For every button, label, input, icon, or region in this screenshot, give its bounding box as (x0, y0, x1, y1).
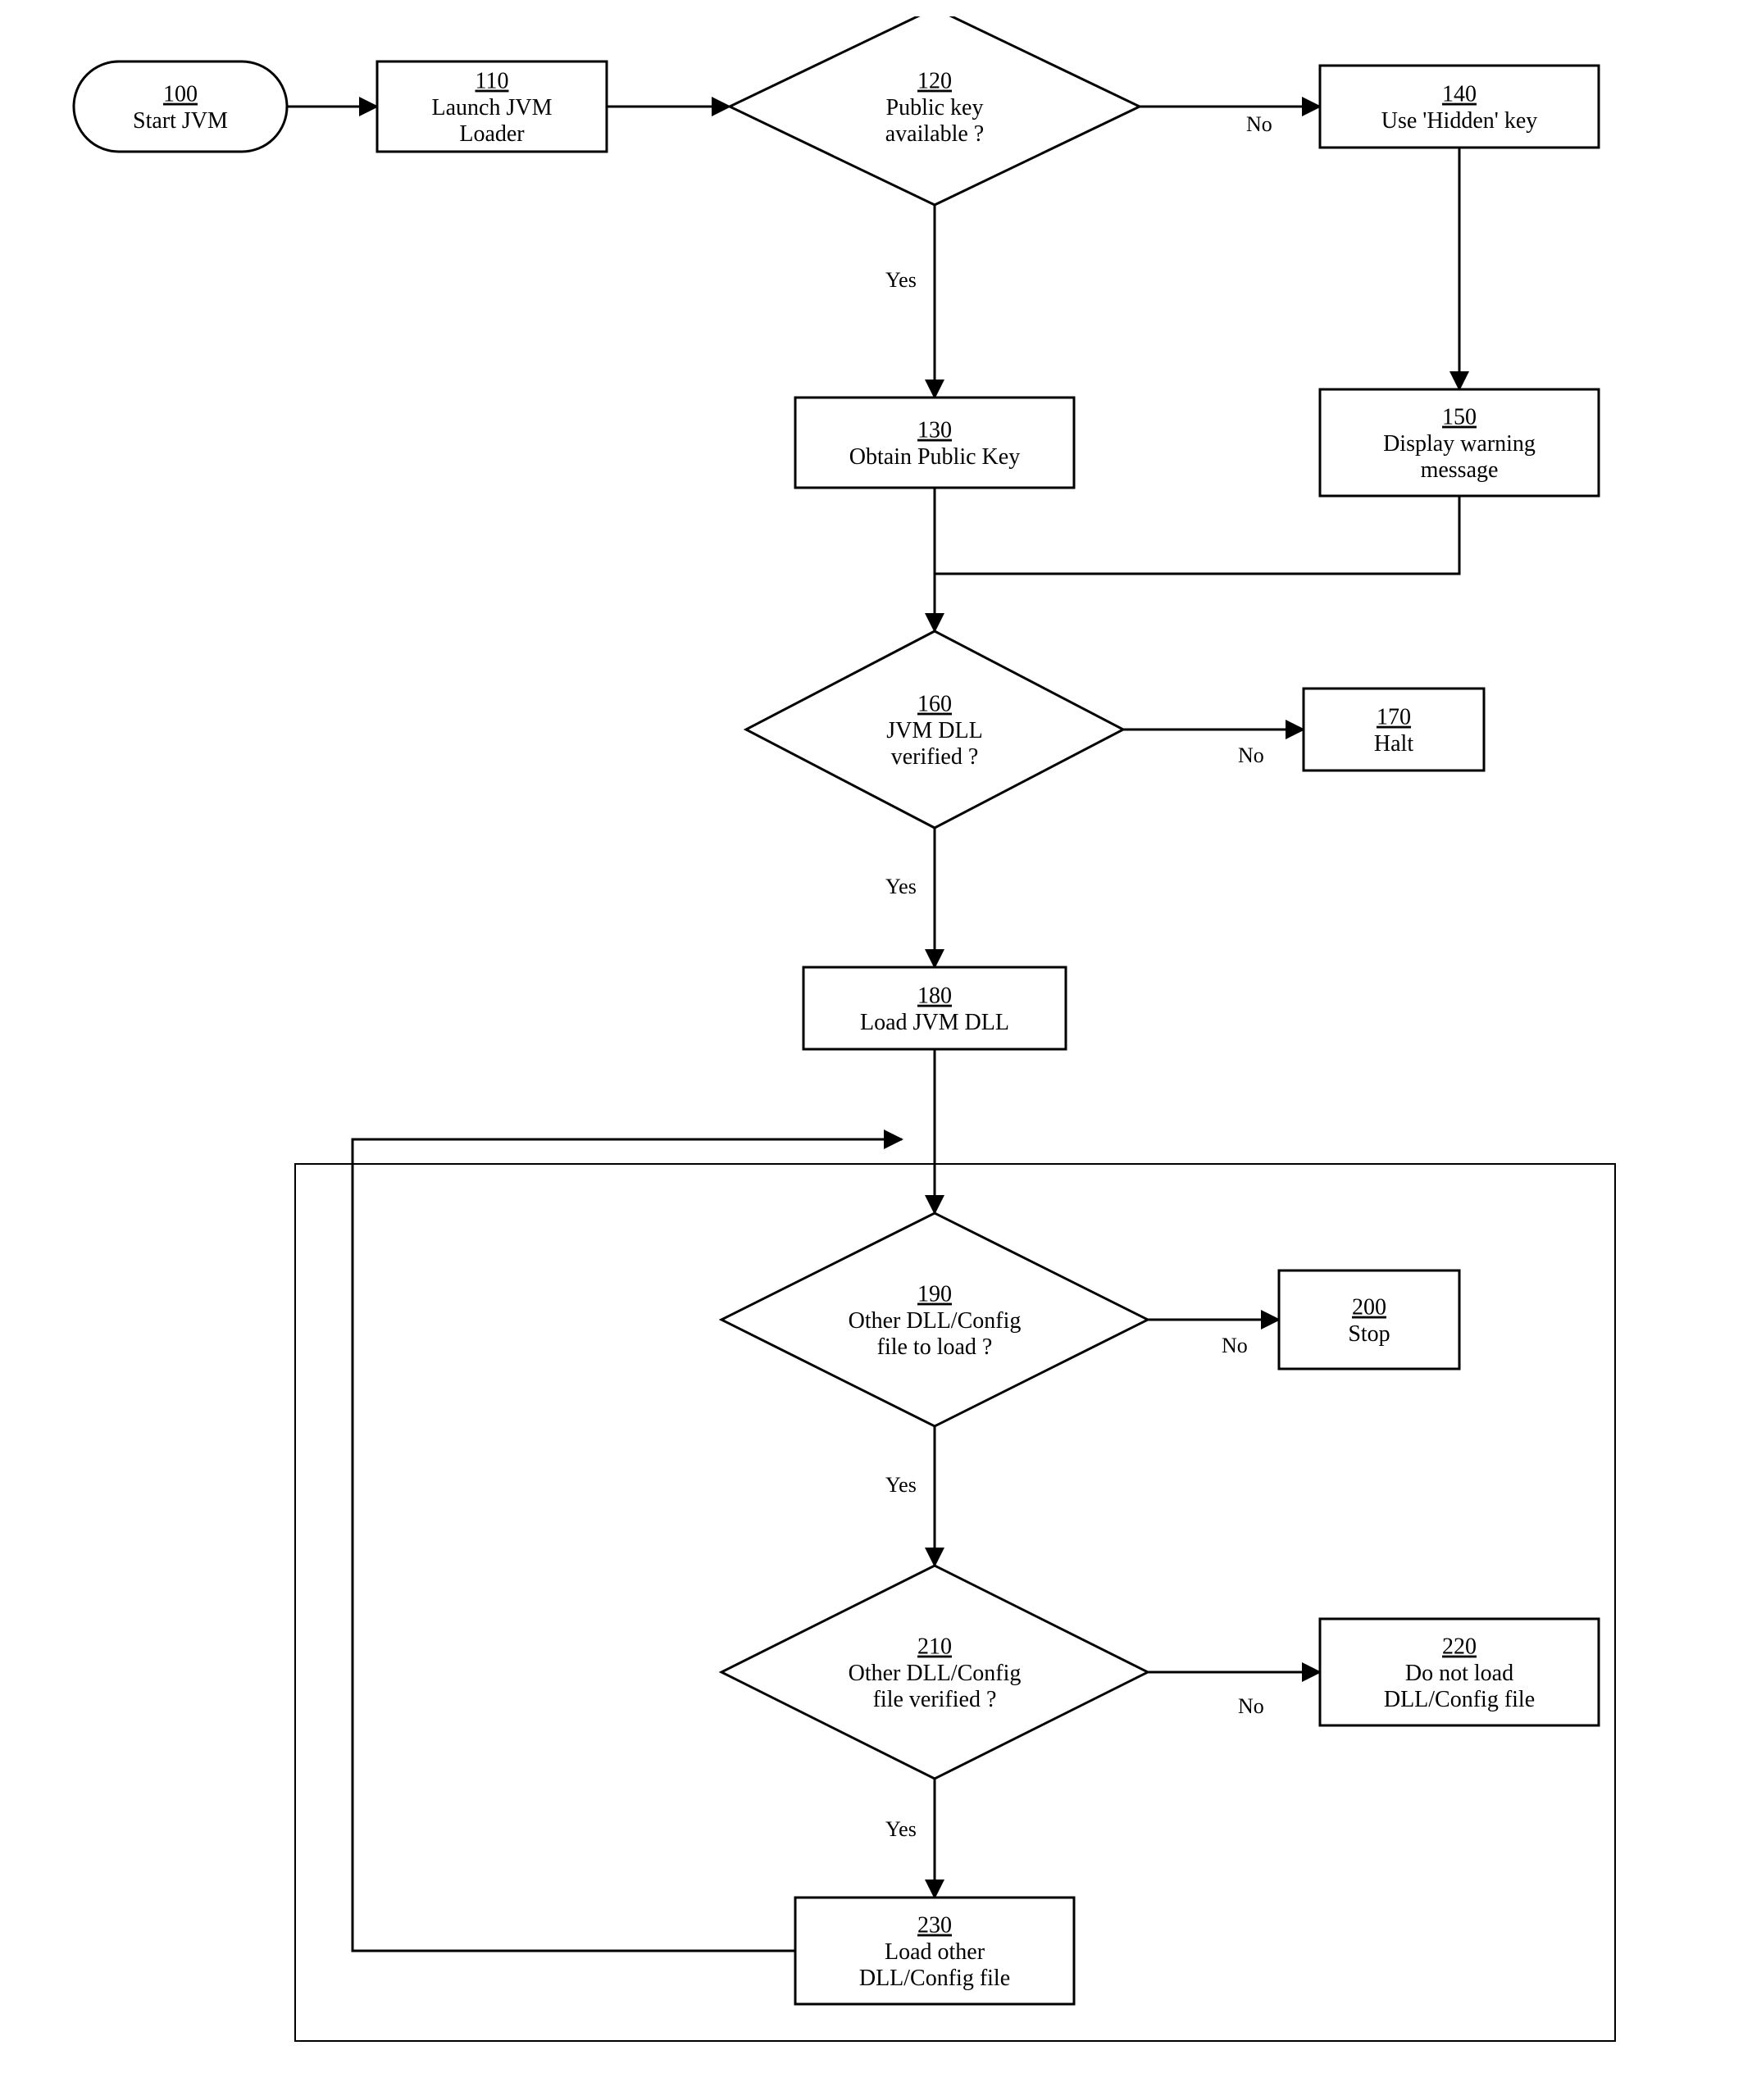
node-label: Launch JVM (432, 95, 553, 120)
node-n190: 190Other DLL/Configfile to load ? (721, 1213, 1148, 1426)
node-number: 200 (1352, 1295, 1386, 1320)
node-label: Loader (459, 121, 525, 147)
svg-text:Yes: Yes (885, 1817, 917, 1841)
node-n230: 230Load otherDLL/Config file (795, 1898, 1074, 2004)
node-n100: 100Start JVM (74, 61, 287, 152)
node-n150: 150Display warningmessage (1320, 389, 1599, 496)
node-n210: 210Other DLL/Configfile verified ? (721, 1566, 1148, 1779)
node-label: Obtain Public Key (849, 444, 1020, 470)
flowchart-canvas: No Yes No Yes No Yes No Yes 100Start JVM 110Launc… (16, 16, 1743, 2084)
node-label: Use 'Hidden' key (1381, 108, 1538, 134)
node-label: Load other (885, 1939, 985, 1965)
node-number: 220 (1442, 1634, 1477, 1660)
node-number: 130 (917, 418, 952, 443)
svg-text:Yes: Yes (885, 1473, 917, 1497)
node-label: Other DLL/Config (849, 1661, 1022, 1686)
node-label: Display warning (1383, 431, 1536, 457)
node-label: verified ? (891, 744, 979, 770)
node-label: message (1421, 457, 1499, 483)
node-number: 180 (917, 984, 952, 1009)
node-label: Load JVM DLL (860, 1010, 1009, 1035)
node-n180: 180Load JVM DLL (803, 967, 1066, 1049)
node-number: 190 (917, 1282, 952, 1307)
node-n170: 170Halt (1304, 689, 1484, 770)
svg-text:Yes: Yes (885, 875, 917, 898)
svg-text:No: No (1238, 743, 1264, 767)
node-number: 170 (1377, 705, 1411, 730)
node-label: Stop (1348, 1321, 1390, 1347)
node-label: JVM DLL (886, 718, 982, 743)
svg-text:Yes: Yes (885, 268, 917, 292)
node-n130: 130Obtain Public Key (795, 398, 1074, 488)
node-label: Halt (1374, 731, 1413, 757)
node-number: 160 (917, 692, 952, 717)
node-number: 120 (917, 69, 952, 94)
node-n200: 200Stop (1279, 1270, 1459, 1369)
node-number: 100 (163, 82, 198, 107)
node-n110: 110Launch JVMLoader (377, 61, 607, 152)
node-label: Do not load (1405, 1661, 1513, 1686)
svg-text:No: No (1246, 112, 1272, 136)
node-number: 110 (476, 69, 509, 94)
node-label: DLL/Config file (859, 1966, 1010, 1991)
node-n220: 220Do not loadDLL/Config file (1320, 1619, 1599, 1725)
node-label: Other DLL/Config (849, 1308, 1022, 1334)
node-label: file verified ? (873, 1687, 997, 1712)
node-number: 210 (917, 1634, 952, 1660)
node-n120: 120Public keyavailable ? (730, 16, 1140, 205)
node-n160: 160JVM DLLverified ? (746, 631, 1123, 828)
node-label: Public key (886, 95, 984, 120)
node-label: DLL/Config file (1384, 1687, 1535, 1712)
node-label: Start JVM (133, 108, 228, 134)
node-number: 150 (1442, 405, 1477, 430)
node-number: 140 (1442, 82, 1477, 107)
node-label: file to load ? (877, 1334, 993, 1360)
node-n140: 140Use 'Hidden' key (1320, 66, 1599, 148)
node-number: 230 (917, 1913, 952, 1939)
svg-text:No: No (1238, 1694, 1264, 1718)
node-label: available ? (885, 121, 984, 147)
svg-text:No: No (1222, 1334, 1248, 1357)
